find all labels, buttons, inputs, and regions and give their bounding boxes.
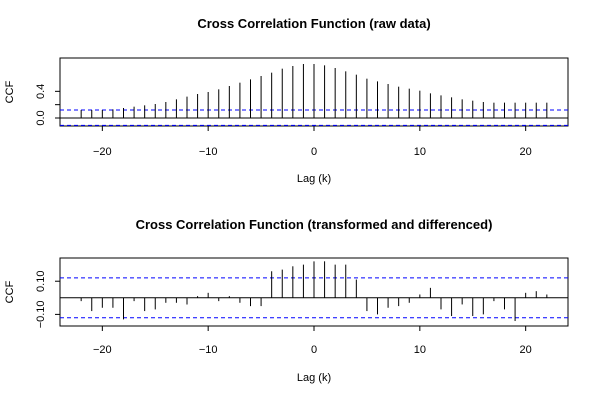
ccf-bars <box>80 261 548 322</box>
ccf-transformed-panel: Cross Correlation Function (transformed … <box>4 217 569 384</box>
y-axis-label: CCF <box>4 80 16 103</box>
x-tick-label: 10 <box>414 146 426 158</box>
x-tick-label: −10 <box>199 344 218 356</box>
y-tick-label: 0.4 <box>35 84 47 99</box>
x-axis-label: Lag (k) <box>297 173 331 185</box>
y-tick-label: −0.10 <box>35 300 47 328</box>
x-tick-label: −20 <box>93 146 112 158</box>
x-tick-label: 0 <box>311 344 317 356</box>
x-axis: −20 −10 0 10 20 <box>93 326 532 356</box>
ccf-bars <box>80 64 548 118</box>
x-tick-label: −20 <box>93 344 112 356</box>
ccf-raw-panel: Cross Correlation Function (raw data) −2… <box>4 16 569 185</box>
chart-title: Cross Correlation Function (transformed … <box>136 217 493 232</box>
x-tick-label: 20 <box>520 344 532 356</box>
y-axis: 0.0 0.4 <box>35 84 60 126</box>
x-axis-label: Lag (k) <box>297 372 331 384</box>
x-tick-label: 10 <box>414 344 426 356</box>
x-axis: −20 −10 0 10 20 <box>93 126 532 158</box>
y-tick-label: 0.10 <box>35 271 47 292</box>
y-axis-label: CCF <box>4 280 16 303</box>
x-tick-label: 20 <box>520 146 532 158</box>
chart-title: Cross Correlation Function (raw data) <box>197 16 430 31</box>
y-axis: −0.10 0.10 <box>35 271 60 328</box>
x-tick-label: 0 <box>311 146 317 158</box>
x-tick-label: −10 <box>199 146 218 158</box>
y-tick-label: 0.0 <box>35 110 47 125</box>
